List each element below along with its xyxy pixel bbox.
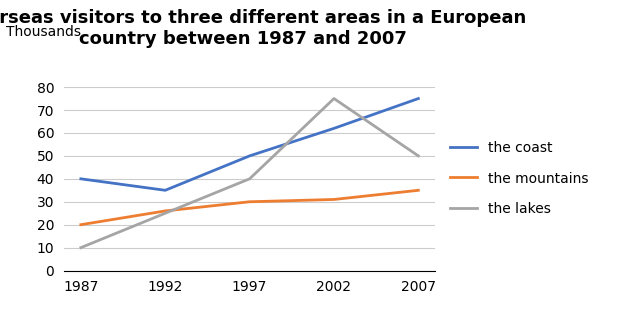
Line: the mountains: the mountains <box>81 190 419 225</box>
the lakes <box>161 211 169 215</box>
the mountains <box>330 197 338 201</box>
the mountains <box>77 223 84 226</box>
the lakes <box>246 177 253 181</box>
the mountains <box>415 188 422 192</box>
Text: Thousands: Thousands <box>6 25 81 39</box>
the coast <box>415 97 422 100</box>
the coast <box>330 127 338 130</box>
the mountains <box>246 200 253 204</box>
Text: Overseas visitors to three different areas in a European
country between 1987 an: Overseas visitors to three different are… <box>0 9 526 48</box>
the mountains <box>161 209 169 213</box>
the coast <box>161 188 169 192</box>
the coast <box>77 177 84 181</box>
Legend: the coast, the mountains, the lakes: the coast, the mountains, the lakes <box>449 141 589 216</box>
the lakes <box>415 154 422 158</box>
the lakes <box>77 246 84 249</box>
Line: the coast: the coast <box>81 99 419 190</box>
Line: the lakes: the lakes <box>81 99 419 248</box>
the coast <box>246 154 253 158</box>
the lakes <box>330 97 338 100</box>
